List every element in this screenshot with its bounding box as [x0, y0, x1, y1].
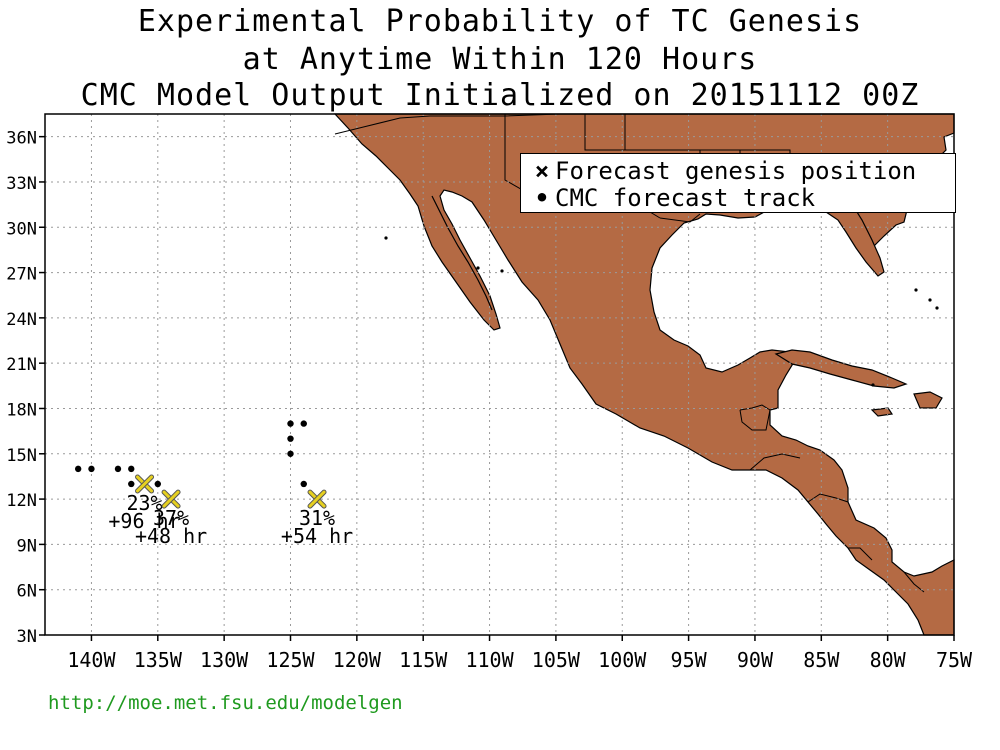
lon-tick-label: 130W: [200, 648, 249, 672]
dot-marker-icon: •: [534, 184, 550, 212]
track-layer: [74, 420, 307, 488]
x-marker-icon: ×: [534, 157, 550, 185]
lat-tick-label: 9N: [17, 536, 37, 556]
track-point: [114, 465, 122, 473]
lon-tick-label: 115W: [399, 648, 448, 672]
lat-tick-label: 6N: [17, 582, 37, 602]
genesis-marker: [135, 474, 155, 494]
track-point: [128, 465, 135, 473]
source-url[interactable]: http://moe.met.fsu.edu/modelgen: [48, 692, 403, 714]
legend-track-row: • CMC forecast track: [529, 184, 815, 212]
genesis-probability-label: 23%: [126, 491, 162, 515]
genesis-probability-label: 37%: [153, 506, 189, 530]
genesis-lead-time-label: +54 hr: [281, 524, 353, 548]
legend-track-label: CMC forecast track: [555, 184, 816, 212]
legend-box: × Forecast genesis position • CMC forecast…: [520, 153, 956, 213]
lat-tick-label: 15N: [6, 446, 37, 466]
lat-tick-label: 21N: [6, 355, 37, 375]
genesis-lead-time-label: +48 hr: [135, 524, 207, 548]
lat-tick-label: 33N: [6, 174, 37, 194]
title-line-2: at Anytime Within 120 Hours: [242, 42, 758, 77]
lon-tick-label: 135W: [134, 648, 183, 672]
title-line-3: CMC Model Output Initialized on 20151112…: [80, 78, 920, 113]
lat-tick-label: 12N: [6, 491, 37, 511]
lon-tick-label: 110W: [465, 648, 514, 672]
genesis-marker: [307, 489, 327, 509]
track-point: [300, 420, 307, 427]
lon-tick-label: 140W: [67, 648, 116, 672]
lon-tick-label: 95W: [671, 648, 708, 672]
lon-tick-label: 125W: [266, 648, 315, 672]
landmass-layer: [333, 113, 955, 636]
genesis-lead-time-label: +96 hr: [108, 509, 180, 533]
lon-tick-label: 80W: [870, 648, 907, 672]
legend-genesis-row: × Forecast genesis position: [529, 157, 916, 185]
map-frame: [44, 113, 955, 636]
lon-tick-label: 75W: [936, 648, 973, 672]
track-point: [128, 480, 135, 488]
track-point: [88, 465, 95, 473]
lat-tick-label: 18N: [6, 400, 37, 420]
track-point: [287, 435, 294, 442]
lat-tick-label: 3N: [17, 627, 37, 647]
lon-tick-label: 105W: [532, 648, 581, 672]
lon-tick-label: 85W: [803, 648, 840, 672]
track-point: [74, 465, 82, 473]
lat-tick-label: 30N: [6, 219, 37, 239]
genesis-marker: [161, 489, 181, 509]
axis-ticks: 36N 33N 30N 27N 24N 21N 18N 15N 12N 9N 6N 3N 140W 135…: [6, 129, 973, 672]
track-point: [287, 420, 294, 427]
lon-tick-label: 100W: [598, 648, 647, 672]
lat-tick-label: 24N: [6, 310, 37, 330]
track-point: [154, 480, 161, 488]
track-point: [300, 480, 307, 488]
legend-genesis-label: Forecast genesis position: [555, 157, 917, 185]
title-line-1: Experimental Probability of TC Genesis: [137, 4, 863, 39]
lon-tick-label: 120W: [333, 648, 382, 672]
lon-tick-label: 90W: [737, 648, 774, 672]
track-point: [287, 450, 294, 457]
genesis-probability-label: 31%: [299, 506, 335, 530]
lat-tick-label: 27N: [6, 265, 37, 285]
lat-tick-label: 36N: [6, 129, 37, 149]
